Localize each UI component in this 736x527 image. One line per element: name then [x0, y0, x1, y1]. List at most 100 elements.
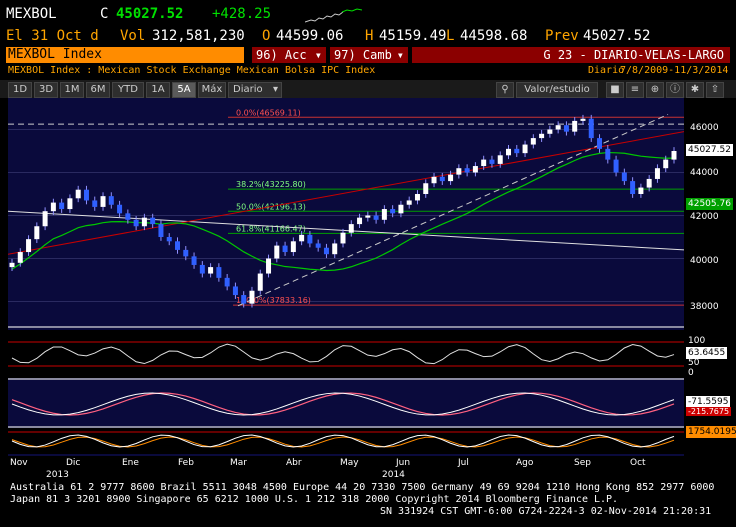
title-bar: MEXBOL Index : Mexican Stock Exchange Me… [0, 64, 736, 78]
period-1d[interactable]: 1D [8, 82, 32, 98]
chevron-down-icon: ▾ [396, 48, 404, 62]
candle-body [423, 183, 429, 194]
candle-body [241, 295, 247, 304]
period-5a[interactable]: 5A [172, 82, 196, 98]
candle-body [373, 215, 379, 220]
candle-body [224, 277, 230, 287]
frequency-select[interactable]: Diario ▾ [228, 82, 282, 98]
y-tick-40000: 40000 [690, 256, 719, 266]
year-2014: 2014 [382, 470, 405, 480]
fib-label: 38.2%(43225.80) [236, 180, 306, 189]
candle-body [83, 189, 89, 201]
candle-body [414, 194, 420, 201]
change-menu[interactable]: 97) Camb ▾ [330, 47, 408, 63]
x-tick-jun: Jun [396, 458, 411, 468]
candle-body [257, 273, 263, 291]
y-tick-42000: 42000 [690, 212, 719, 222]
chevron-down-icon: ▾ [314, 48, 322, 62]
price-change: +428.25 [212, 6, 272, 22]
x-tick-sep: Sep [574, 458, 591, 468]
main-panel-bg [8, 98, 684, 326]
sparkline-icon [305, 11, 344, 23]
flag: C [100, 6, 109, 22]
period-6m[interactable]: 6M [86, 82, 110, 98]
x-tick-jul: Jul [458, 458, 469, 468]
x-axis: Nov Dic Ene Feb Mar Abr May Jun Jul Ago … [8, 458, 684, 482]
volume-label: Vol [120, 28, 146, 44]
period-ytd[interactable]: YTD [112, 82, 144, 98]
candle-body [274, 245, 280, 259]
candle-body [588, 118, 594, 139]
rsi-tick-100: 100 [688, 336, 706, 346]
candle-body [456, 168, 462, 175]
high-label: H [365, 28, 374, 44]
zoom-icon[interactable]: ⊕ [646, 82, 664, 98]
rsi-value: 63.6455 [686, 347, 728, 359]
x-tick-nov: Nov [10, 458, 28, 468]
candle-body [497, 155, 503, 164]
candle-body [357, 217, 363, 225]
candle-body [332, 243, 338, 255]
fib-label: 0.0%(46569.11) [236, 108, 301, 117]
candle-body [26, 239, 32, 253]
ticker: MEXBOL [6, 6, 57, 22]
info-icon[interactable]: ⓘ [666, 82, 684, 98]
x-tick-may: May [340, 458, 359, 468]
candle-body [117, 204, 123, 214]
candle-body [17, 252, 23, 263]
command-bar: MEXBOL Index 96) Acc ▾ 97) Camb ▾ G 23 -… [0, 46, 736, 64]
gear-icon[interactable]: ✱ [686, 82, 704, 98]
candle-body [323, 247, 329, 255]
last-price: 45027.52 [116, 6, 184, 22]
trendline-white [7, 210, 685, 251]
candle-body [621, 172, 627, 182]
export-icon[interactable]: ⇧ [706, 82, 724, 98]
candle-body [42, 211, 48, 227]
candle-body [439, 176, 445, 182]
y-tick-38000: 38000 [690, 302, 719, 312]
candle-body [108, 196, 114, 205]
pin-icon[interactable]: ⚲ [496, 82, 514, 98]
actions-menu[interactable]: 96) Acc ▾ [252, 47, 326, 63]
candle-body [671, 151, 677, 160]
page-title: G 23 - DIARIO-VELAS-LARGO [412, 47, 730, 63]
change-label: 97) Camb [334, 48, 392, 62]
stoch-line [11, 434, 675, 448]
candle-body [67, 198, 73, 210]
settings-icon[interactable]: ≡ [626, 82, 644, 98]
candle-body [133, 219, 139, 227]
candle-body [141, 217, 147, 227]
security-field[interactable]: MEXBOL Index [6, 47, 244, 63]
low-value: 44598.68 [460, 28, 528, 44]
candle-body [340, 232, 346, 244]
candle-body [75, 189, 81, 199]
period-max[interactable]: Máx [198, 82, 226, 98]
candle-body [555, 125, 561, 130]
candle-body [572, 120, 578, 132]
period-1m[interactable]: 1M [60, 82, 84, 98]
period-1a[interactable]: 1A [146, 82, 170, 98]
chart-area[interactable]: 0.0%(46569.11)38.2%(43225.80)50.0%(42196… [7, 98, 685, 456]
candle-body [522, 144, 528, 154]
valor-estudio-button[interactable]: Valor/estudio [516, 82, 598, 98]
stoch-value: 1754.0195 [686, 426, 736, 438]
prev-label: Prev [545, 28, 579, 44]
candle-body [9, 262, 15, 268]
candle-body [191, 256, 197, 265]
candle-body [654, 168, 660, 179]
candle-body [315, 243, 321, 248]
candle-body [299, 234, 305, 242]
low-label: L [446, 28, 455, 44]
candle-body [448, 174, 454, 182]
candle-body [547, 129, 553, 134]
save-icon[interactable]: ■ [606, 82, 624, 98]
x-tick-oct: Oct [630, 458, 646, 468]
candle-body [92, 200, 98, 207]
candle-body [638, 187, 644, 194]
candle-body [563, 125, 569, 132]
period-3d[interactable]: 3D [34, 82, 58, 98]
candle-body [514, 148, 520, 154]
ma-label: 42505.76 [686, 198, 733, 210]
candle-body [232, 286, 238, 296]
candle-body [199, 264, 205, 274]
